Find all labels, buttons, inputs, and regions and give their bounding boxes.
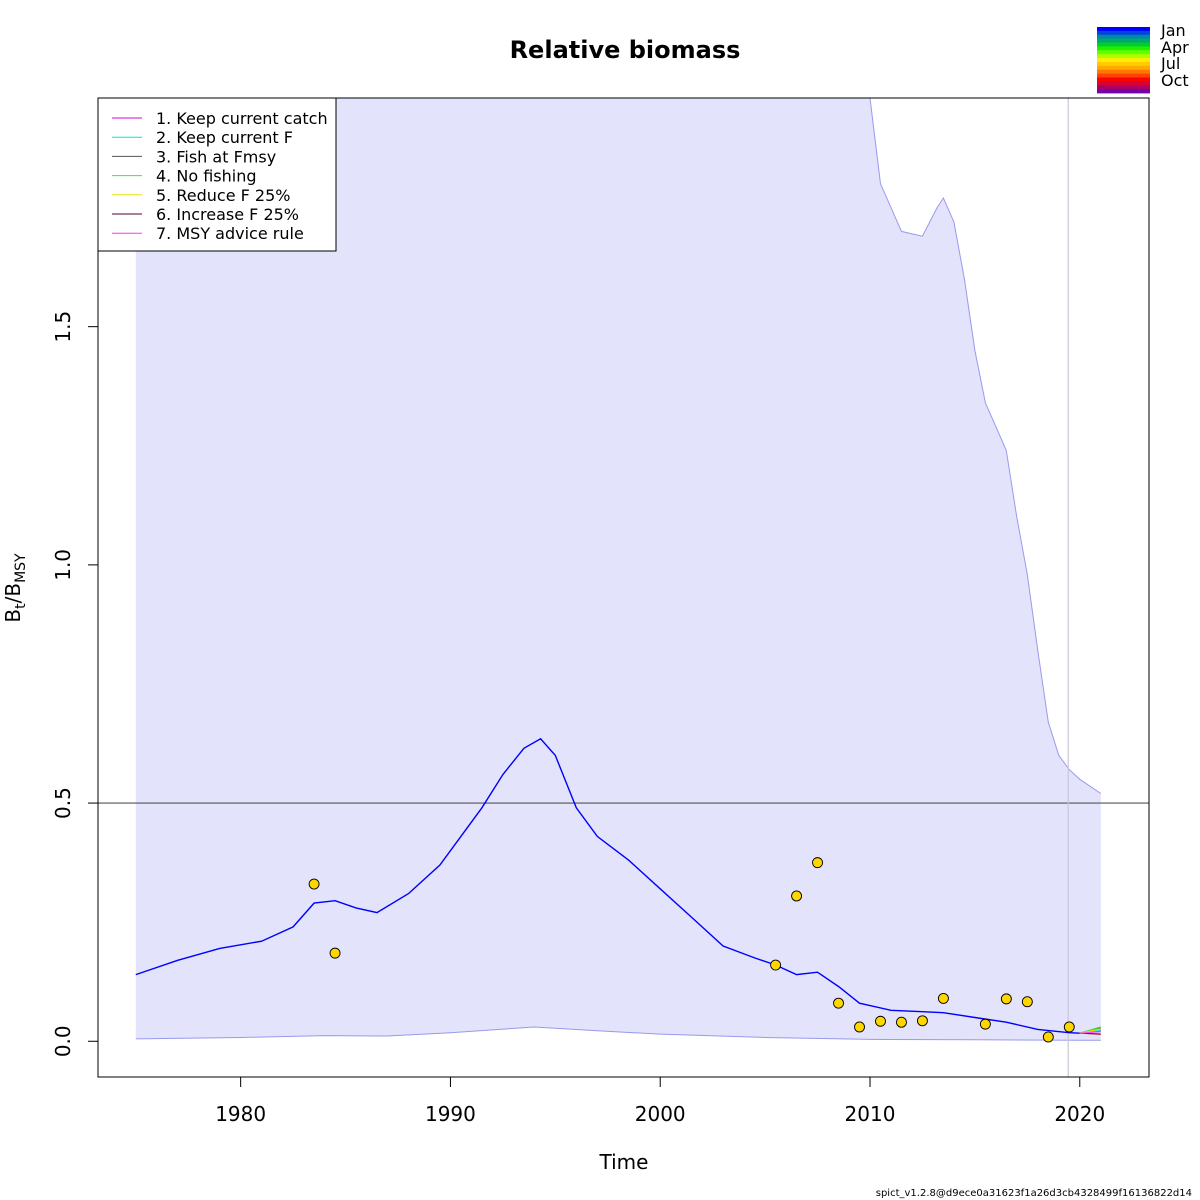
forecast-line-7 — [1079, 1031, 1101, 1034]
legend-label-5: 5. Reduce F 25% — [156, 186, 290, 205]
observation-point — [1021, 996, 1033, 1008]
confidence-band — [135, 98, 1101, 1041]
observation-point — [916, 1015, 928, 1027]
upper-ci-line — [135, 98, 1102, 794]
plot-area — [98, 98, 1149, 1077]
y-tick-label: 1.0 — [51, 549, 75, 581]
color-key-band — [1097, 65, 1150, 71]
color-key-band — [1097, 30, 1150, 36]
color-key-band — [1097, 89, 1150, 94]
color-key-band — [1097, 27, 1150, 32]
color-key-band — [1097, 77, 1150, 82]
color-key-band — [1097, 85, 1150, 90]
observation-point — [937, 992, 949, 1004]
y-axis-label-sub2: MSY — [13, 553, 29, 583]
observation-point — [329, 947, 341, 959]
y-axis: 0.0 0.5 1.0 1.5 — [51, 311, 98, 1057]
color-key-band — [1097, 58, 1150, 63]
y-axis-label: Bt/BMSY — [1, 553, 29, 623]
plot-content — [98, 98, 1149, 1077]
y-tick-label: 1.5 — [51, 311, 75, 343]
version-footer: spict_v1.2.8@d9ece0a31623f1a26d3cb432849… — [876, 1188, 1192, 1199]
color-key-band — [1097, 73, 1150, 78]
observation-point — [812, 857, 823, 869]
observation-point — [854, 1021, 865, 1033]
observation-point — [875, 1015, 886, 1027]
color-key-band — [1097, 54, 1150, 59]
legend-label-4: 4. No fishing — [156, 167, 257, 186]
observation-point — [1063, 1021, 1075, 1033]
x-tick-label: 1980 — [215, 1102, 266, 1126]
observation-point — [791, 890, 803, 902]
legend-box — [97, 97, 337, 252]
observation-point — [896, 1016, 907, 1028]
color-key-label-oct: Oct — [1161, 71, 1189, 90]
observation-point — [308, 878, 320, 890]
x-axis-label: Time — [599, 1150, 649, 1174]
y-tick-label: 0.5 — [51, 787, 75, 819]
color-key-band — [1097, 69, 1150, 74]
observation-point — [979, 1018, 991, 1030]
y-tick-label: 0.0 — [51, 1025, 75, 1057]
chart-title: Relative biomass — [510, 36, 741, 64]
color-key-band — [1097, 61, 1150, 67]
color-key-band — [1097, 46, 1150, 51]
color-key-band — [1097, 34, 1150, 40]
legend-label-7: 7. MSY advice rule — [156, 224, 304, 243]
color-key-label-jan: Jan — [1160, 21, 1186, 40]
y-axis-label-sep: /B — [1, 583, 25, 603]
color-key-band — [1097, 81, 1150, 86]
color-key-label-jul: Jul — [1160, 54, 1180, 73]
observation-point — [1042, 1031, 1054, 1043]
x-tick-label: 2010 — [845, 1102, 896, 1126]
color-key-label-apr: Apr — [1161, 38, 1189, 57]
legend-label-3: 3. Fish at Fmsy — [156, 147, 276, 166]
observation-point — [770, 959, 782, 971]
x-tick-label: 2000 — [635, 1102, 686, 1126]
x-tick-label: 2020 — [1054, 1102, 1105, 1126]
legend-label-6: 6. Increase F 25% — [156, 205, 299, 224]
legend-label-2: 2. Keep current F — [156, 128, 293, 147]
observation-point — [833, 997, 844, 1009]
color-key-band — [1097, 38, 1150, 43]
y-axis-label-sub1: t — [13, 603, 29, 609]
y-axis-label-main: B — [1, 609, 25, 623]
x-axis: 1980 1990 2000 2010 2020 — [215, 1076, 1105, 1126]
observation-point — [1000, 993, 1012, 1005]
biomass-estimate-line — [135, 737, 1080, 1034]
color-key-band — [1097, 50, 1150, 55]
lower-ci-line — [135, 1026, 1101, 1041]
legend-label-1: 1. Keep current catch — [156, 109, 328, 128]
color-key-band — [1097, 42, 1150, 47]
x-tick-label: 1990 — [425, 1102, 476, 1126]
